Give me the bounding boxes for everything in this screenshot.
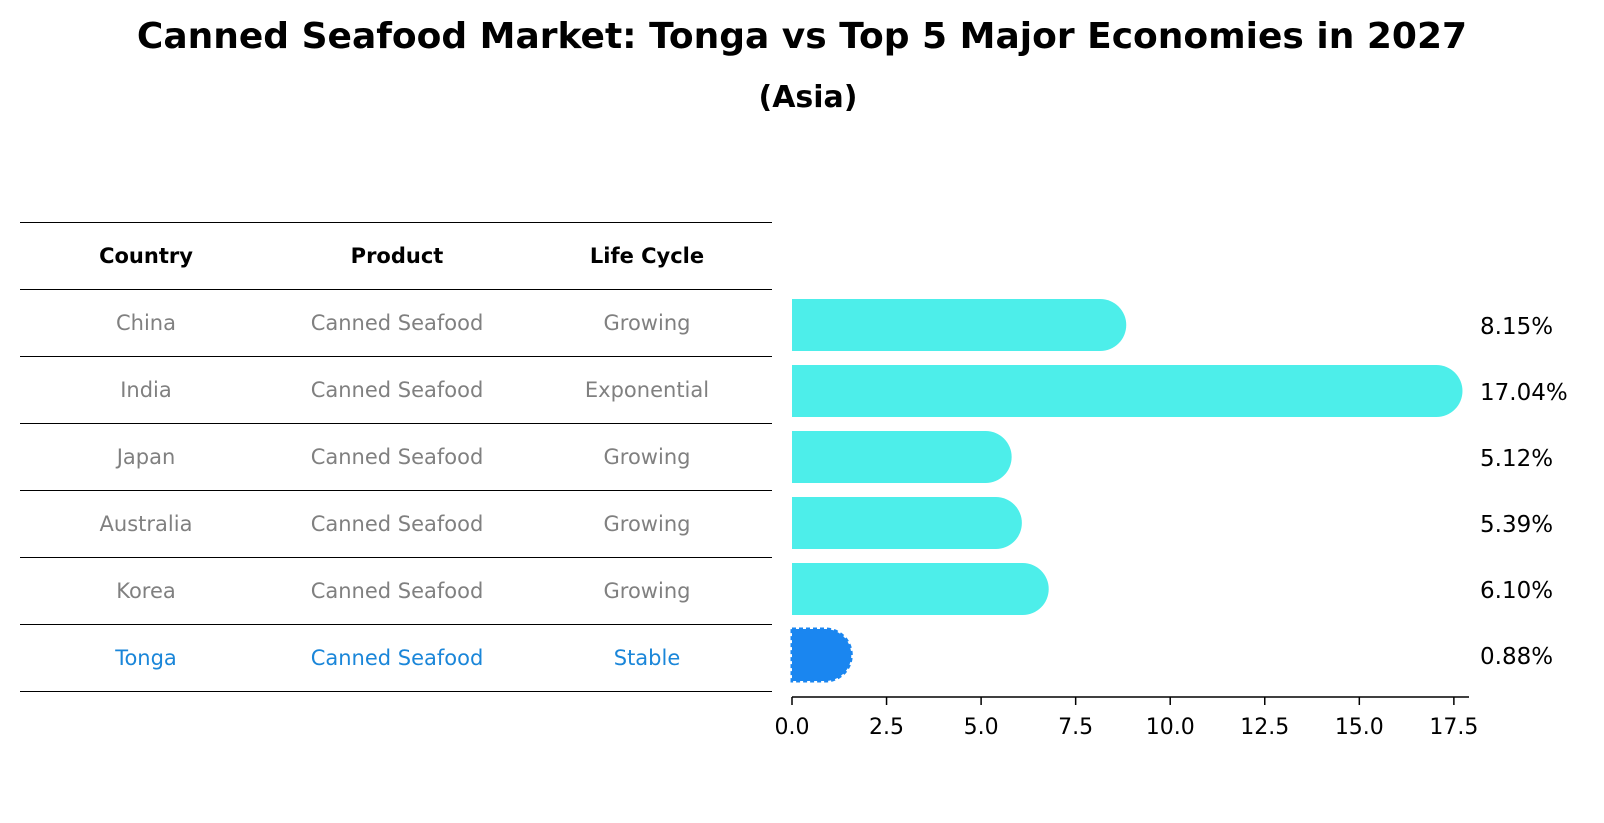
- bar-china: [792, 299, 1127, 351]
- bar-korea: [792, 563, 1049, 615]
- cell-product: Canned Seafood: [310, 512, 484, 536]
- x-tick-label: 17.5: [1429, 715, 1478, 740]
- header-product: Product: [350, 244, 444, 268]
- x-tick-label: 12.5: [1240, 715, 1289, 740]
- bar-australia: [792, 497, 1022, 549]
- chart-subtitle: (Asia): [758, 80, 858, 115]
- data-label: 5.39%: [1480, 512, 1553, 538]
- data-label: 17.04%: [1480, 380, 1568, 406]
- x-tick-label: 0.0: [775, 715, 810, 740]
- table-rule: [20, 289, 772, 290]
- cell-country: Tonga: [115, 646, 177, 670]
- cell-life-cycle: Growing: [603, 579, 691, 603]
- cell-life-cycle: Growing: [603, 311, 691, 335]
- table-rule: [20, 691, 772, 692]
- x-tick-label: 15.0: [1335, 715, 1384, 740]
- data-label: 0.88%: [1480, 644, 1553, 670]
- cell-country: India: [120, 378, 172, 402]
- cell-life-cycle: Growing: [603, 512, 691, 536]
- cell-life-cycle: Growing: [603, 445, 691, 469]
- bar-japan: [792, 431, 1012, 483]
- bar-tonga: [790, 627, 853, 683]
- table-rule: [20, 423, 772, 424]
- data-label: 8.15%: [1480, 314, 1553, 340]
- cell-country: Japan: [116, 445, 176, 469]
- data-table: Country Product Life Cycle China Canned …: [20, 222, 772, 692]
- cell-country: China: [116, 311, 176, 335]
- cell-product: Canned Seafood: [310, 646, 484, 670]
- table-row: India Canned Seafood Exponential: [20, 357, 772, 423]
- header-country: Country: [99, 244, 193, 268]
- table-rule: [20, 356, 772, 357]
- x-tick-label: 2.5: [869, 715, 904, 740]
- header-life-cycle: Life Cycle: [589, 244, 705, 268]
- table-row: Australia Canned Seafood Growing: [20, 491, 772, 557]
- table-rule: [20, 222, 772, 223]
- bar-india: [792, 365, 1463, 417]
- cell-life-cycle: Exponential: [584, 378, 710, 402]
- table-row: Korea Canned Seafood Growing: [20, 558, 772, 624]
- table-rule: [20, 624, 772, 625]
- table-header-row: Country Product Life Cycle: [20, 223, 772, 289]
- cell-country: Korea: [116, 579, 176, 603]
- x-tick-label: 7.5: [1058, 715, 1093, 740]
- x-tick-label: 5.0: [964, 715, 999, 740]
- cell-product: Canned Seafood: [310, 311, 484, 335]
- x-tick-label: 10.0: [1146, 715, 1195, 740]
- table-row-highlight: Tonga Canned Seafood Stable: [20, 625, 772, 691]
- table-rule: [20, 557, 772, 558]
- cell-life-cycle: Stable: [613, 646, 681, 670]
- chart-title: Canned Seafood Market: Tonga vs Top 5 Ma…: [136, 16, 1468, 57]
- cell-country: Australia: [99, 512, 193, 536]
- cell-product: Canned Seafood: [310, 445, 484, 469]
- data-label: 5.12%: [1480, 446, 1553, 472]
- data-label: 6.10%: [1480, 578, 1553, 604]
- table-rule: [20, 490, 772, 491]
- table-row: China Canned Seafood Growing: [20, 290, 772, 356]
- cell-product: Canned Seafood: [310, 378, 484, 402]
- cell-product: Canned Seafood: [310, 579, 484, 603]
- table-row: Japan Canned Seafood Growing: [20, 424, 772, 490]
